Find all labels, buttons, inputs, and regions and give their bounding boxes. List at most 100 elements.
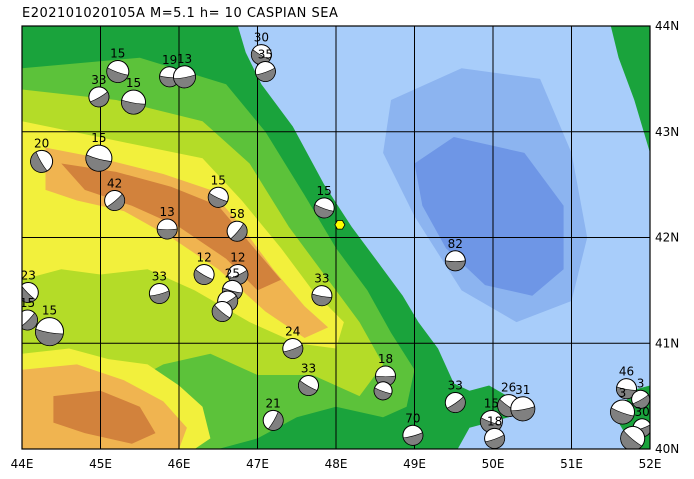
- event-depth-label: 35: [258, 48, 273, 62]
- event-depth-label: 3: [619, 386, 627, 400]
- beachball-compression: [208, 192, 228, 208]
- lat-tick-label: 41N: [655, 336, 679, 350]
- beachball-compression: [446, 396, 466, 413]
- focal-mechanism: [484, 427, 506, 449]
- beachball-compression: [173, 74, 196, 89]
- event-depth-label: 15: [317, 184, 332, 198]
- focal-mechanism: [510, 396, 536, 422]
- focal-mechanism: [30, 149, 54, 173]
- beachball-compression: [267, 411, 284, 431]
- focal-mechanism: [311, 285, 333, 307]
- beachball-compression: [121, 99, 146, 115]
- land-high-south: [53, 390, 156, 444]
- event-depth-label: 15: [211, 173, 226, 187]
- beachball-compression: [149, 290, 170, 304]
- sea-deep: [414, 137, 564, 296]
- event-depth-label: 15: [484, 397, 499, 411]
- lat-tick-label: 43N: [655, 125, 679, 139]
- event-depth-label: 15: [91, 131, 106, 145]
- event-depth-label: 19: [162, 53, 177, 67]
- focal-mechanism: [262, 409, 284, 431]
- lon-tick-label: 48E: [325, 457, 348, 471]
- event-depth-label: 26: [501, 381, 516, 395]
- beachball-compression: [313, 204, 334, 219]
- focal-mechanism: [88, 86, 110, 108]
- focal-mechanism: [282, 338, 304, 359]
- beachball-compression: [106, 193, 125, 211]
- epicenter-marker: [334, 220, 346, 230]
- map-title: E202101020105A M=5.1 h= 10 CASPIAN SEA: [22, 6, 338, 21]
- lon-tick-label: 45E: [89, 457, 112, 471]
- event-depth-label: 25: [225, 266, 240, 280]
- event-depth-label: 15: [42, 304, 57, 318]
- beachball-compression: [255, 67, 276, 82]
- event-depth-label: 33: [91, 73, 106, 87]
- beachball-compression: [89, 91, 110, 108]
- beachball-compression: [444, 260, 466, 272]
- event-depth-label: 15: [110, 47, 125, 61]
- focal-mechanism: [402, 424, 424, 446]
- focal-mechanism: [444, 250, 466, 272]
- event-depth-label: 33: [448, 379, 463, 393]
- focal-mechanism: [156, 218, 178, 240]
- beachball-compression: [620, 430, 643, 449]
- event-depth-label: 13: [160, 205, 175, 219]
- beachball-compression: [402, 432, 424, 446]
- focal-mechanism: [620, 425, 646, 449]
- event-depth-label: 30: [254, 31, 269, 45]
- event-depth-label: 31: [515, 383, 530, 397]
- focal-mechanism: [373, 381, 393, 401]
- focal-mechanism: [610, 399, 635, 425]
- event-depth-label: 21: [266, 396, 281, 410]
- beachball-compression: [85, 154, 112, 172]
- event-depth-label: 3: [637, 376, 645, 390]
- lon-tick-label: 49E: [403, 457, 426, 471]
- focal-mechanism: [207, 186, 229, 208]
- focal-mechanism: [148, 283, 170, 304]
- focal-mechanism: [250, 44, 272, 66]
- focal-mechanism: [254, 61, 276, 82]
- graticule: [22, 26, 650, 449]
- focal-mechanism: [121, 89, 146, 115]
- lat-tick-label: 42N: [655, 231, 679, 245]
- beachball-compression: [283, 344, 304, 359]
- event-depth-label: 42: [107, 177, 122, 191]
- beachball-compression: [230, 223, 248, 242]
- event-depth-label: 24: [285, 325, 300, 339]
- focal-mechanism: [313, 197, 335, 219]
- event-depth-label: 15: [126, 76, 141, 90]
- beachball-compression: [156, 228, 178, 240]
- beachball-compression: [22, 312, 38, 331]
- lon-tick-label: 47E: [246, 457, 269, 471]
- beachball-compression: [35, 328, 64, 346]
- event-depth-label: 13: [177, 52, 192, 66]
- focal-mechanism: [226, 220, 248, 242]
- beachball-compression: [610, 407, 635, 425]
- event-depth-label: 12: [196, 251, 211, 265]
- beachball-compression: [106, 67, 129, 83]
- lon-tick-label: 52E: [639, 457, 662, 471]
- event-depth-label: 12: [230, 251, 245, 265]
- event-depth-label: 15: [20, 296, 35, 310]
- beachball-compression: [30, 151, 48, 173]
- event-depth-label: 23: [21, 269, 36, 283]
- lon-tick-label: 44E: [11, 457, 34, 471]
- focal-mechanism: [85, 144, 113, 172]
- beachball-compression: [373, 387, 392, 401]
- beachball-compression: [211, 304, 231, 322]
- focal-mechanism: [631, 389, 650, 409]
- beachball-compression: [193, 269, 214, 285]
- lat-tick-label: 40N: [655, 442, 679, 456]
- focal-mechanism: [173, 65, 196, 89]
- focal-mechanism: [444, 392, 466, 413]
- land-east-shore: [610, 26, 650, 153]
- beachball-compression: [510, 406, 536, 422]
- event-depth-label: 46: [619, 365, 634, 379]
- focal-mechanism: [211, 301, 233, 322]
- event-depth-label: 20: [34, 136, 49, 150]
